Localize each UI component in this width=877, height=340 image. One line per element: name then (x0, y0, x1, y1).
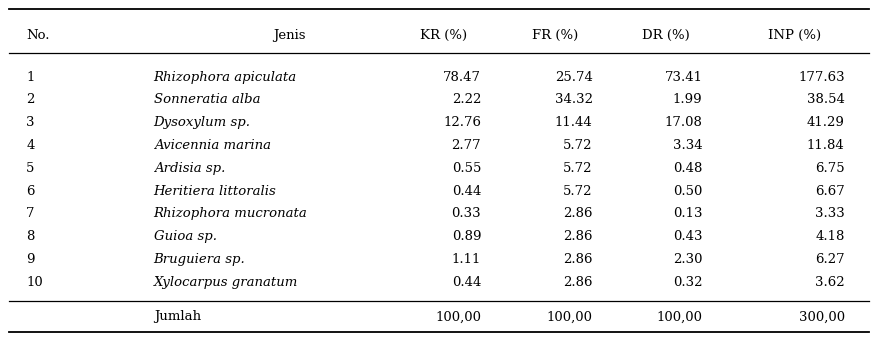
Text: KR (%): KR (%) (419, 29, 467, 42)
Text: 2.86: 2.86 (562, 276, 592, 289)
Text: 2: 2 (26, 94, 35, 106)
Text: 2.30: 2.30 (672, 253, 702, 266)
Text: Sonneratia alba: Sonneratia alba (153, 94, 260, 106)
Text: Bruguiera sp.: Bruguiera sp. (153, 253, 245, 266)
Text: 6.27: 6.27 (814, 253, 844, 266)
Text: 10: 10 (26, 276, 43, 289)
Text: Avicennia marina: Avicennia marina (153, 139, 270, 152)
Text: 100,00: 100,00 (656, 310, 702, 323)
Text: 3.33: 3.33 (814, 207, 844, 220)
Text: 38.54: 38.54 (806, 94, 844, 106)
Text: Heritiera littoralis: Heritiera littoralis (153, 185, 276, 198)
Text: 0.44: 0.44 (452, 185, 481, 198)
Text: 0.44: 0.44 (452, 276, 481, 289)
Text: 3.62: 3.62 (814, 276, 844, 289)
Text: 25.74: 25.74 (554, 71, 592, 84)
Text: No.: No. (26, 29, 50, 42)
Text: 0.33: 0.33 (451, 207, 481, 220)
Text: 6.67: 6.67 (814, 185, 844, 198)
Text: 5.72: 5.72 (562, 162, 592, 175)
Text: DR (%): DR (%) (641, 29, 688, 42)
Text: 2.86: 2.86 (562, 253, 592, 266)
Text: 0.48: 0.48 (673, 162, 702, 175)
Text: Ardisia sp.: Ardisia sp. (153, 162, 225, 175)
Text: 177.63: 177.63 (797, 71, 844, 84)
Text: 8: 8 (26, 230, 35, 243)
Text: 3: 3 (26, 116, 35, 129)
Text: 7: 7 (26, 207, 35, 220)
Text: 34.32: 34.32 (554, 94, 592, 106)
Text: Guioa sp.: Guioa sp. (153, 230, 217, 243)
Text: 11.44: 11.44 (554, 116, 592, 129)
Text: 0.32: 0.32 (672, 276, 702, 289)
Text: 41.29: 41.29 (806, 116, 844, 129)
Text: 78.47: 78.47 (443, 71, 481, 84)
Text: 17.08: 17.08 (664, 116, 702, 129)
Text: Rhizophora apiculata: Rhizophora apiculata (153, 71, 296, 84)
Text: 5: 5 (26, 162, 35, 175)
Text: 0.55: 0.55 (452, 162, 481, 175)
Text: 2.22: 2.22 (452, 94, 481, 106)
Text: Dysoxylum sp.: Dysoxylum sp. (153, 116, 250, 129)
Text: Rhizophora mucronata: Rhizophora mucronata (153, 207, 307, 220)
Text: 2.86: 2.86 (562, 230, 592, 243)
Text: 1.99: 1.99 (672, 94, 702, 106)
Text: 0.50: 0.50 (673, 185, 702, 198)
Text: 5.72: 5.72 (562, 185, 592, 198)
Text: 3.34: 3.34 (672, 139, 702, 152)
Text: 6.75: 6.75 (814, 162, 844, 175)
Text: 100,00: 100,00 (546, 310, 592, 323)
Text: 0.89: 0.89 (451, 230, 481, 243)
Text: 300,00: 300,00 (797, 310, 844, 323)
Text: 100,00: 100,00 (435, 310, 481, 323)
Text: 11.84: 11.84 (806, 139, 844, 152)
Text: 0.13: 0.13 (672, 207, 702, 220)
Text: 2.86: 2.86 (562, 207, 592, 220)
Text: 73.41: 73.41 (664, 71, 702, 84)
Text: FR (%): FR (%) (531, 29, 577, 42)
Text: 12.76: 12.76 (443, 116, 481, 129)
Text: 5.72: 5.72 (562, 139, 592, 152)
Text: INP (%): INP (%) (767, 29, 820, 42)
Text: 1: 1 (26, 71, 35, 84)
Text: 9: 9 (26, 253, 35, 266)
Text: 4: 4 (26, 139, 35, 152)
Text: 6: 6 (26, 185, 35, 198)
Text: 4.18: 4.18 (815, 230, 844, 243)
Text: Jumlah: Jumlah (153, 310, 201, 323)
Text: Xylocarpus granatum: Xylocarpus granatum (153, 276, 297, 289)
Text: Jenis: Jenis (273, 29, 306, 42)
Text: 2.77: 2.77 (451, 139, 481, 152)
Text: 1.11: 1.11 (452, 253, 481, 266)
Text: 0.43: 0.43 (672, 230, 702, 243)
